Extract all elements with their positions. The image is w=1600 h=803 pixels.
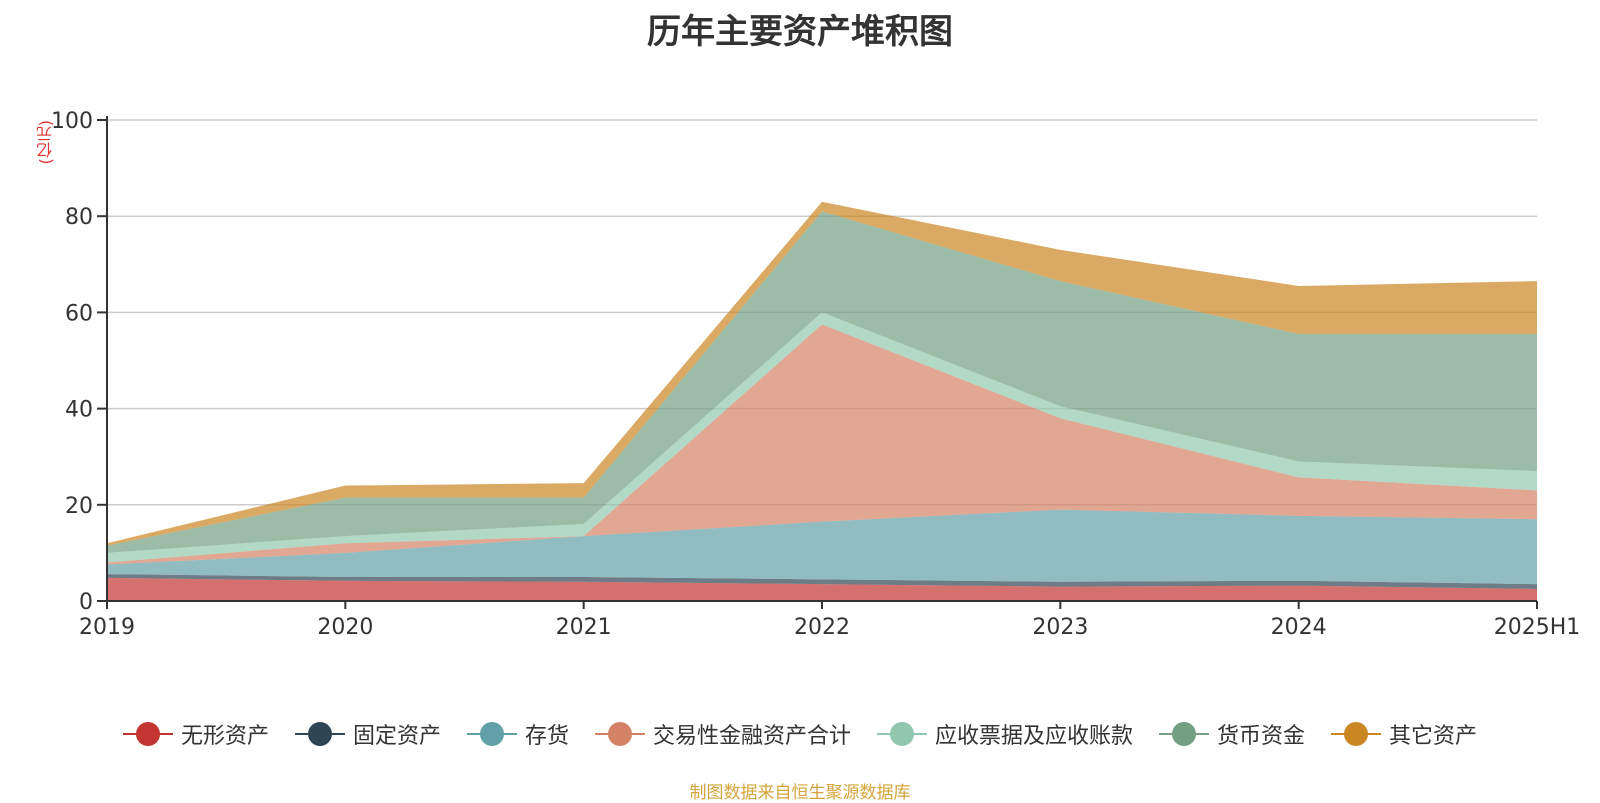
x-tick-label: 2020 (317, 615, 373, 640)
y-tick-label: 20 (65, 494, 93, 519)
y-tick-label: 100 (51, 109, 93, 134)
axes: 0 20 40 60 80 100 2019 2020 2021 2022 2023 2024 2025… (51, 109, 1580, 640)
x-tick-label: 2023 (1032, 615, 1088, 640)
legend-marker-icon (466, 721, 517, 747)
legend-item-2[interactable]: 固定资产 (294, 718, 441, 750)
legend-label: 存货 (524, 724, 569, 749)
area-7 (107, 201, 1537, 546)
x-tick-label: 2025H1 (1494, 615, 1581, 640)
legend-label: 应收票据及应收账款 (935, 724, 1134, 749)
legend-label: 其它资产 (1389, 724, 1478, 749)
x-tick-label: 2022 (794, 615, 850, 640)
legend-marker-icon (594, 721, 645, 747)
legend-item-1[interactable]: 无形资产 (122, 718, 269, 750)
legend-item-4[interactable]: 交易性金融资产合计 (594, 718, 851, 750)
x-tick-label: 2024 (1271, 615, 1327, 640)
legend-item-5[interactable]: 应收票据及应收账款 (877, 718, 1133, 750)
series-areas (107, 201, 1537, 601)
legend-label: 无形资产 (180, 724, 269, 749)
y-tick-label: 60 (65, 301, 93, 326)
legend-marker-icon (1331, 721, 1382, 747)
legend-item-7[interactable]: 其它资产 (1331, 718, 1477, 750)
y-tick-label: 0 (79, 590, 93, 615)
y-tick-label: 40 (65, 398, 93, 423)
area-6 (107, 211, 1537, 553)
stacked-area-chart: 0 20 40 60 80 100 2019 2020 2021 2022 2023 2024 2025… (51, 109, 1580, 640)
legend-marker-icon (294, 721, 345, 747)
legend-marker-icon (122, 721, 173, 747)
area-4 (107, 324, 1537, 565)
area-1 (107, 577, 1537, 601)
legend: 无形资产 固定资产 存货 交易性金融资产合计 应收票据及应收账款 货币资金 其它资产 (0, 718, 1600, 750)
y-tick-label: 80 (65, 205, 93, 230)
x-tick-label: 2019 (79, 615, 135, 640)
legend-label: 固定资产 (352, 724, 441, 749)
x-tick-label: 2021 (556, 615, 612, 640)
legend-marker-icon (877, 721, 927, 747)
legend-item-3[interactable]: 存货 (466, 718, 569, 750)
chart-title: 历年主要资产堆积图 (647, 12, 953, 52)
area-2 (107, 574, 1537, 589)
legend-item-6[interactable]: 货币资金 (1159, 718, 1305, 750)
data-source-note: 制图数据来自恒生聚源数据库 (689, 783, 911, 803)
legend-label: 货币资金 (1217, 724, 1306, 749)
legend-marker-icon (1159, 721, 1210, 747)
legend-label: 交易性金融资产合计 (652, 724, 851, 749)
area-3 (107, 509, 1537, 585)
